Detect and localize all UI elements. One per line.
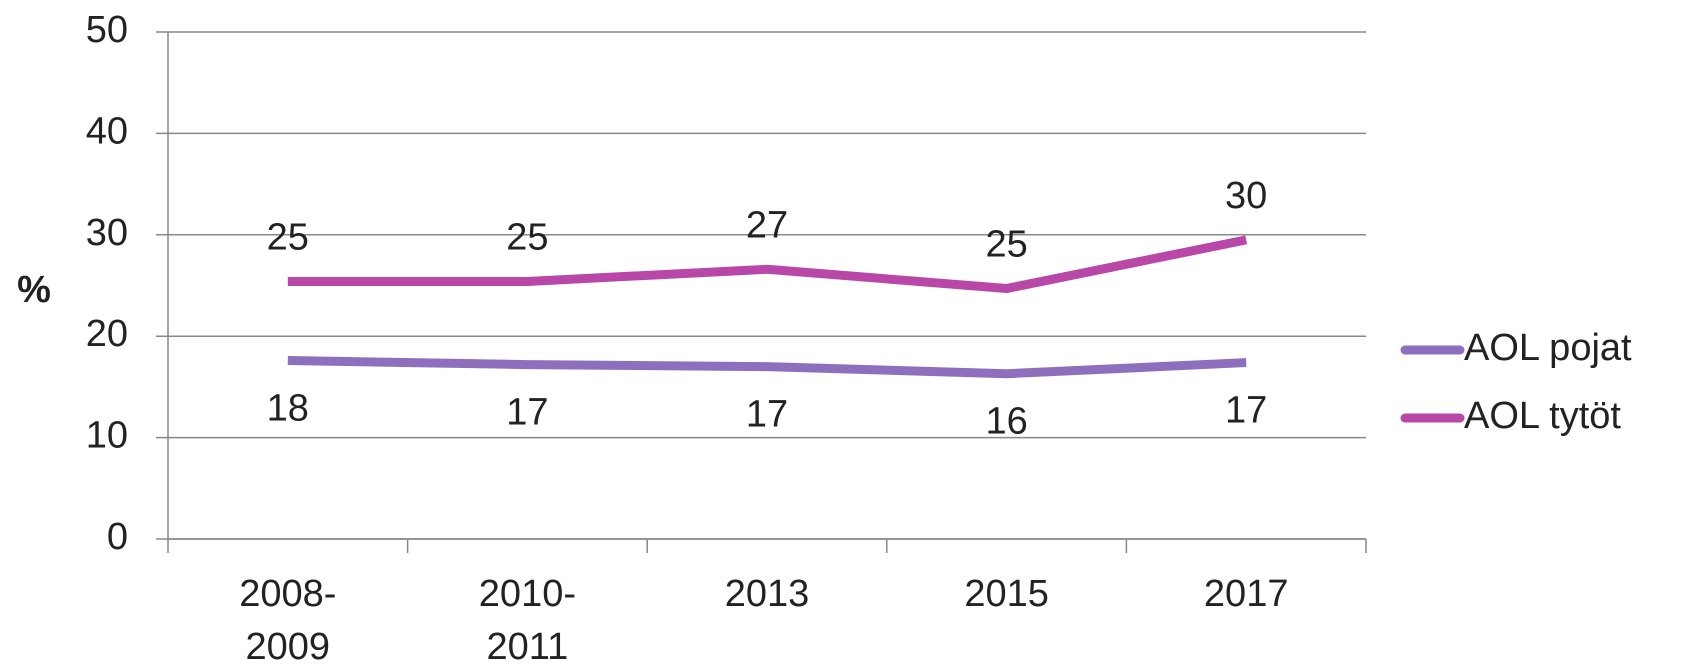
legend-label: AOL tytöt: [1464, 395, 1621, 437]
x-tick-label: 2017: [1204, 573, 1289, 615]
x-tick-label-line: 2009: [246, 626, 331, 668]
data-label: 25: [985, 224, 1027, 266]
data-label: 16: [985, 401, 1027, 443]
y-tick-label: 10: [86, 415, 128, 457]
y-tick-label: 50: [86, 9, 128, 51]
y-tick-label: 20: [86, 313, 128, 355]
data-label: 25: [267, 216, 309, 258]
data-label: 17: [746, 394, 788, 436]
series-line: [287, 235, 1248, 294]
series-line: [287, 356, 1247, 379]
x-tick-label: 2015: [964, 573, 1049, 615]
y-tick-label: 0: [107, 516, 128, 558]
y-tick-label: 40: [86, 110, 128, 152]
x-tick-label: 2008- 2009: [239, 573, 336, 668]
data-label: 25: [506, 216, 548, 258]
data-label: 27: [746, 204, 788, 246]
legend-label: AOL pojat: [1464, 327, 1632, 369]
data-label: 17: [1225, 390, 1267, 432]
x-tick-label-line: 2011: [487, 626, 569, 668]
y-axis-label: %: [17, 269, 51, 311]
x-tick-label-line: 2010-: [479, 573, 576, 615]
data-label: 30: [1225, 175, 1267, 217]
data-label: 18: [267, 388, 309, 430]
x-tick-label: 2010- 2011: [479, 573, 576, 668]
x-tick-label-line: 2008-: [239, 573, 336, 615]
data-label: 17: [506, 392, 548, 434]
x-tick-label: 2013: [725, 573, 810, 615]
y-tick-label: 30: [86, 212, 128, 254]
